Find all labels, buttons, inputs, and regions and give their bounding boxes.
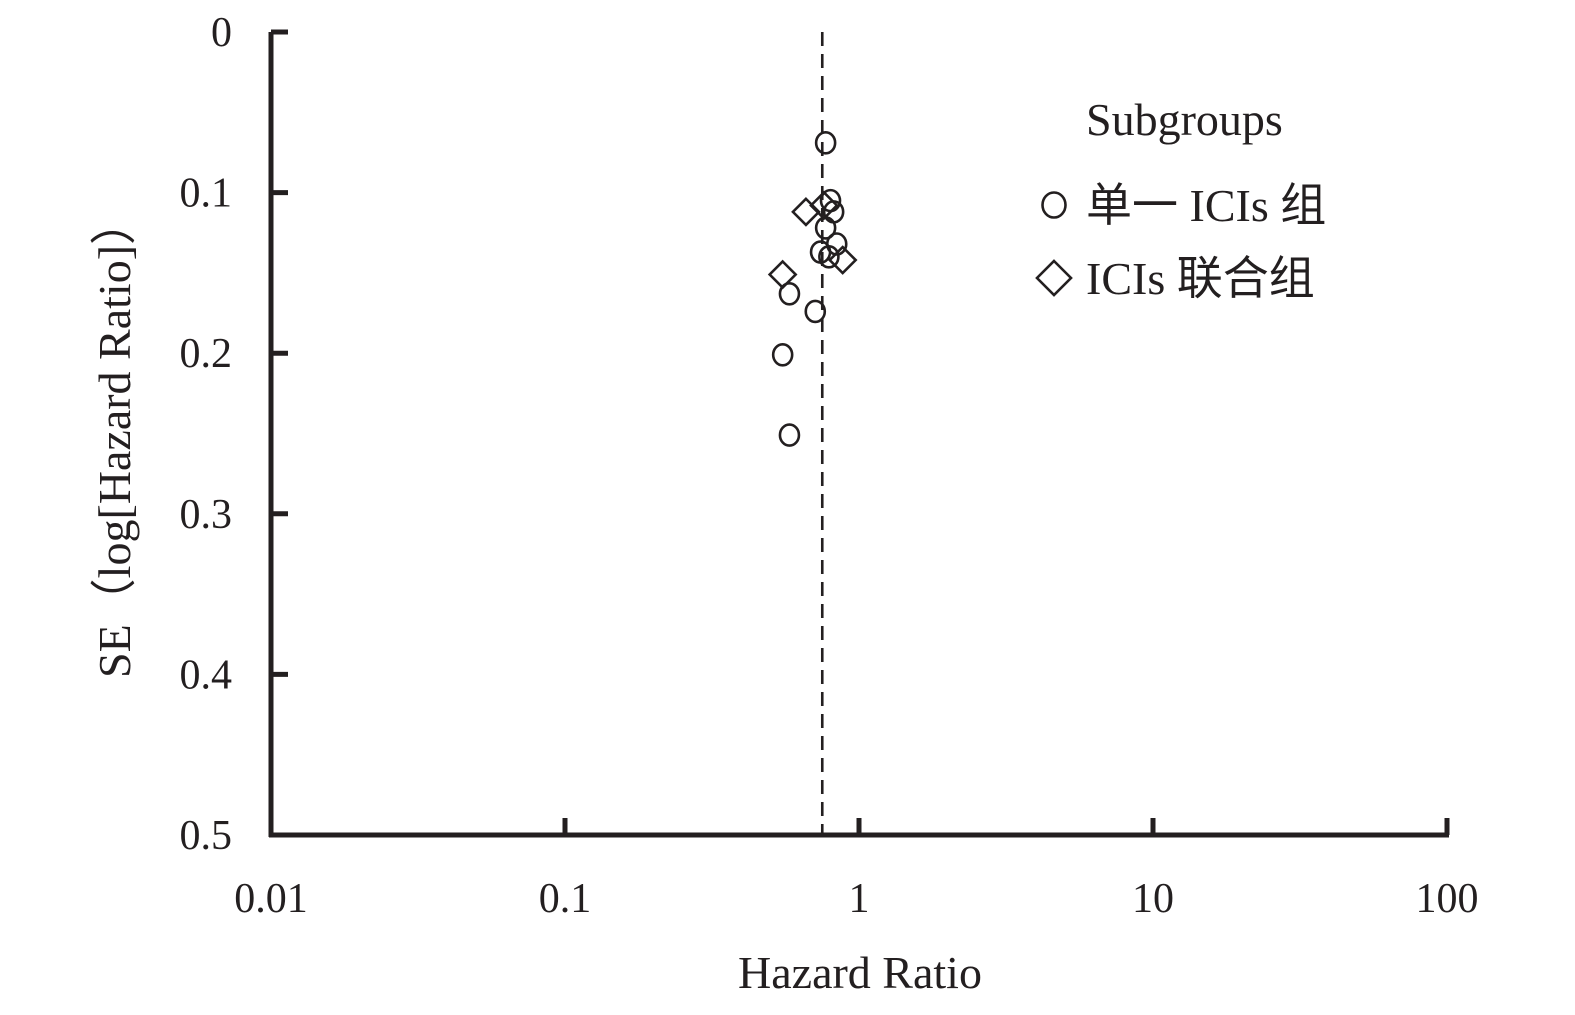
point-circle-10 xyxy=(778,423,801,447)
point-diamond-1 xyxy=(809,190,839,221)
point-circle-9 xyxy=(771,343,794,367)
x-tick-label-4: 100 xyxy=(1416,876,1479,922)
data-points xyxy=(767,131,858,447)
legend: Subgroups 单一 ICIs 组 ICIs 联合组 xyxy=(1035,94,1326,304)
y-tick-label-1: 0.1 xyxy=(180,171,233,217)
point-circle-7 xyxy=(778,281,801,306)
legend-circle-icon xyxy=(1041,191,1067,219)
x-axis-title: Hazard Ratio xyxy=(738,947,982,998)
y-tick-label-3: 0.3 xyxy=(180,492,233,538)
x-tick-label-1: 0.1 xyxy=(539,876,592,922)
legend-label-1: ICIs 联合组 xyxy=(1086,253,1315,304)
x-tick-label-2: 1 xyxy=(849,876,870,922)
y-tick-label-5: 0.5 xyxy=(180,813,233,859)
point-circle-8 xyxy=(804,299,827,324)
legend-diamond-icon xyxy=(1035,259,1073,297)
y-tick-label-0: 0 xyxy=(211,10,232,56)
point-diamond-3 xyxy=(767,259,798,290)
y-axis-title: SE（log[Hazard Ratio]） xyxy=(89,199,140,678)
point-diamond-2 xyxy=(827,245,858,275)
legend-label-0: 单一 ICIs 组 xyxy=(1086,180,1326,231)
point-circle-6 xyxy=(818,245,840,269)
y-tick-label-2: 0.2 xyxy=(180,331,233,377)
point-circle-0 xyxy=(814,131,837,155)
x-tick-label-0: 0.01 xyxy=(234,876,308,922)
axes: 0.01 0.1 1 10 100 0 0.1 0.2 0.3 0.4 0.5 Hazard Rati… xyxy=(89,10,1479,998)
y-tick-label-4: 0.4 xyxy=(180,652,233,698)
x-tick-label-3: 10 xyxy=(1132,876,1174,922)
legend-title: Subgroups xyxy=(1086,94,1283,145)
